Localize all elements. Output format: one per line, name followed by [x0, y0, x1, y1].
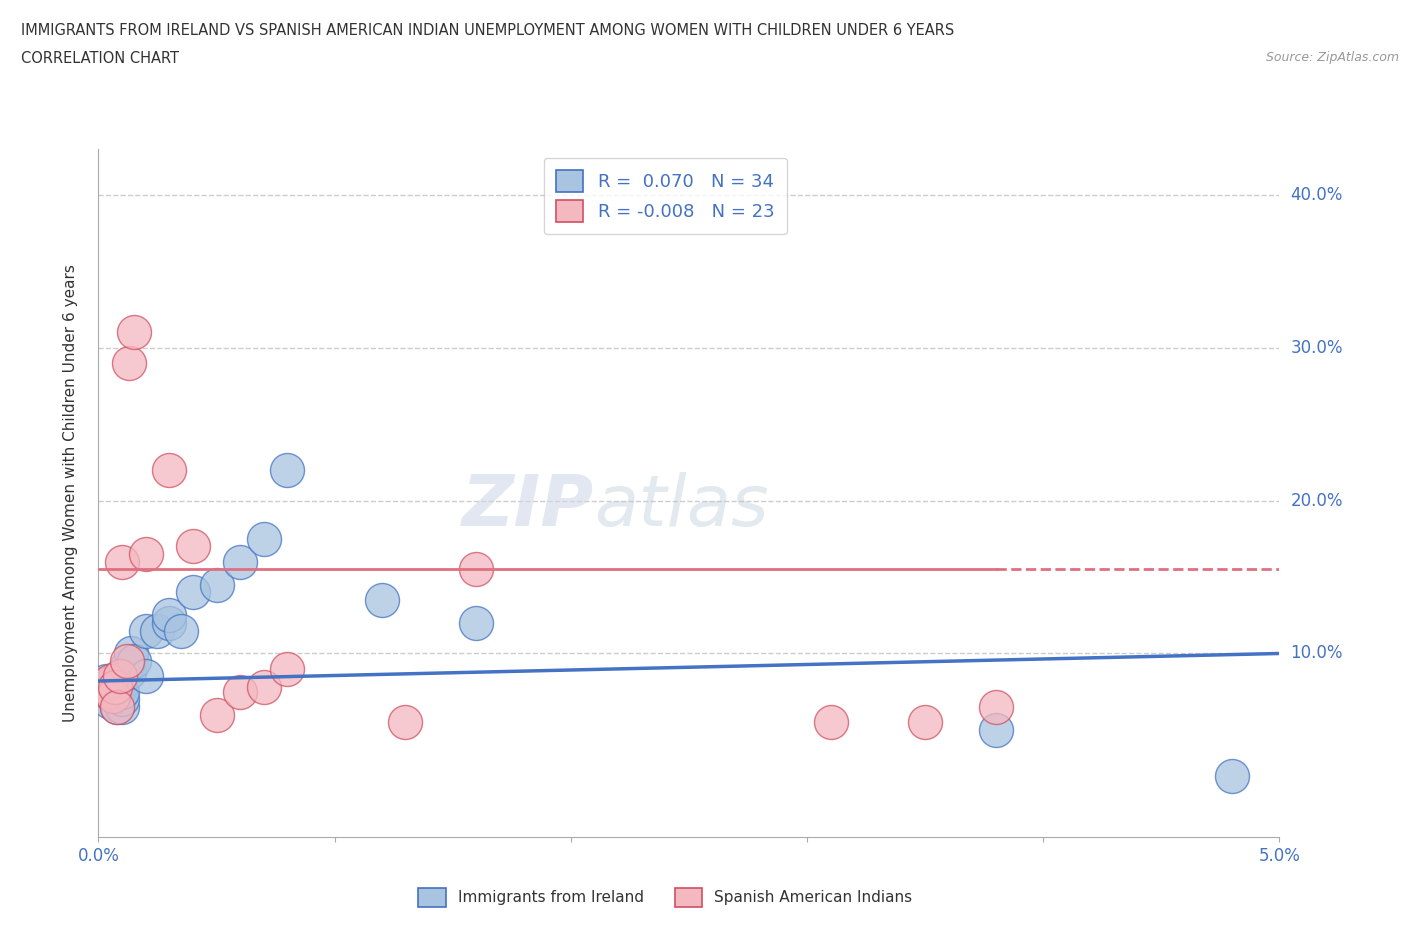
Point: [122, 325, 145, 339]
Legend: Immigrants from Ireland, Spanish American Indians: Immigrants from Ireland, Spanish America…: [406, 876, 925, 919]
Point: [181, 539, 204, 554]
Point: [276, 661, 298, 676]
Text: Source: ZipAtlas.com: Source: ZipAtlas.com: [1265, 51, 1399, 64]
Point: [135, 623, 157, 638]
Text: ZIP: ZIP: [463, 472, 595, 541]
Point: [104, 680, 127, 695]
Text: 40.0%: 40.0%: [1291, 186, 1343, 204]
Point: [914, 715, 936, 730]
Y-axis label: Unemployment Among Women with Children Under 6 years: Unemployment Among Women with Children U…: [63, 264, 77, 722]
Point: [111, 554, 134, 569]
Point: [108, 669, 131, 684]
Text: CORRELATION CHART: CORRELATION CHART: [21, 51, 179, 66]
Point: [157, 616, 180, 631]
Point: [465, 616, 488, 631]
Point: [253, 531, 276, 546]
Point: [371, 592, 394, 607]
Point: [984, 699, 1007, 714]
Point: [105, 699, 128, 714]
Point: [98, 695, 121, 710]
Point: [98, 673, 121, 688]
Point: [118, 355, 141, 370]
Text: atlas: atlas: [595, 472, 769, 541]
Point: [122, 654, 145, 669]
Point: [105, 677, 128, 692]
Text: IMMIGRANTS FROM IRELAND VS SPANISH AMERICAN INDIAN UNEMPLOYMENT AMONG WOMEN WITH: IMMIGRANTS FROM IRELAND VS SPANISH AMERI…: [21, 23, 955, 38]
Point: [135, 669, 157, 684]
Text: 20.0%: 20.0%: [1291, 492, 1343, 510]
Point: [111, 684, 134, 699]
Point: [1220, 768, 1243, 783]
Point: [105, 683, 128, 698]
Text: 30.0%: 30.0%: [1291, 339, 1343, 356]
Point: [101, 689, 124, 704]
Point: [115, 658, 138, 673]
Point: [984, 723, 1007, 737]
Point: [98, 677, 121, 692]
Point: [465, 562, 488, 577]
Point: [170, 623, 193, 638]
Point: [94, 673, 117, 688]
Point: [205, 707, 228, 722]
Point: [229, 554, 252, 569]
Point: [276, 462, 298, 477]
Point: [394, 715, 416, 730]
Point: [94, 677, 117, 692]
Point: [101, 689, 124, 704]
Point: [104, 680, 127, 695]
Point: [97, 684, 120, 699]
Point: [118, 664, 141, 679]
Point: [108, 680, 131, 695]
Point: [181, 585, 204, 600]
Text: 10.0%: 10.0%: [1291, 644, 1343, 662]
Point: [157, 608, 180, 623]
Point: [115, 654, 138, 669]
Point: [111, 692, 134, 707]
Point: [157, 462, 180, 477]
Point: [146, 623, 169, 638]
Point: [111, 699, 134, 714]
Point: [253, 680, 276, 695]
Point: [104, 672, 127, 687]
Point: [108, 689, 131, 704]
Point: [135, 547, 157, 562]
Point: [205, 578, 228, 592]
Point: [820, 715, 842, 730]
Point: [105, 699, 128, 714]
Point: [121, 646, 143, 661]
Point: [229, 684, 252, 699]
Point: [97, 684, 120, 699]
